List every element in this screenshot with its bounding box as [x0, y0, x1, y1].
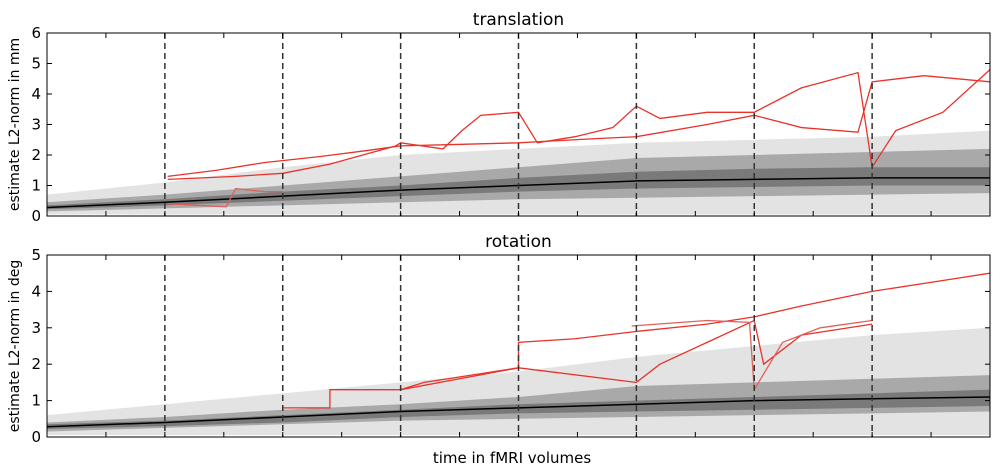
chart-panel-rotation: 0 1 2 3 4 5 rotation estimate L2-norm in deg	[7, 232, 991, 446]
x-axis-label: time in fMRI volumes	[433, 449, 592, 467]
y-tick-label: 4	[31, 282, 41, 300]
y-tick-label: 2	[31, 355, 41, 373]
y-tick-label: 1	[31, 177, 41, 195]
y-tick-label: 3	[31, 116, 41, 134]
y-tick-label: 6	[31, 24, 41, 42]
chart-title: translation	[473, 10, 564, 30]
y-axis-label: estimate L2-norm in deg	[7, 260, 23, 432]
y-tick-label: 0	[31, 428, 41, 446]
plot-area	[47, 69, 990, 215]
y-tick-label: 4	[31, 85, 41, 103]
y-tick-label: 0	[31, 207, 41, 225]
y-tick-label: 1	[31, 392, 41, 410]
outlier-series-line-2	[400, 319, 873, 391]
outlier-series-line-1	[167, 75, 990, 177]
y-axis-label: estimate L2-norm in mm	[7, 38, 23, 211]
outlier-series-line-3	[167, 187, 283, 208]
y-tick-label: 5	[31, 246, 41, 264]
outlier-series-line-2	[167, 69, 990, 181]
chart-panel-translation: 0 1 2 3 4 5 6 translation estimate L2-norm in mm	[7, 10, 991, 225]
y-tick-label: 5	[31, 55, 41, 73]
chart-title: rotation	[485, 232, 552, 252]
y-tick-label: 3	[31, 319, 41, 337]
charts-group: 0 1 2 3 4 5 6 translation estimate L2-norm in mm…	[7, 10, 991, 446]
outlier-series-line-1	[282, 272, 990, 409]
y-tick-label: 2	[31, 146, 41, 164]
